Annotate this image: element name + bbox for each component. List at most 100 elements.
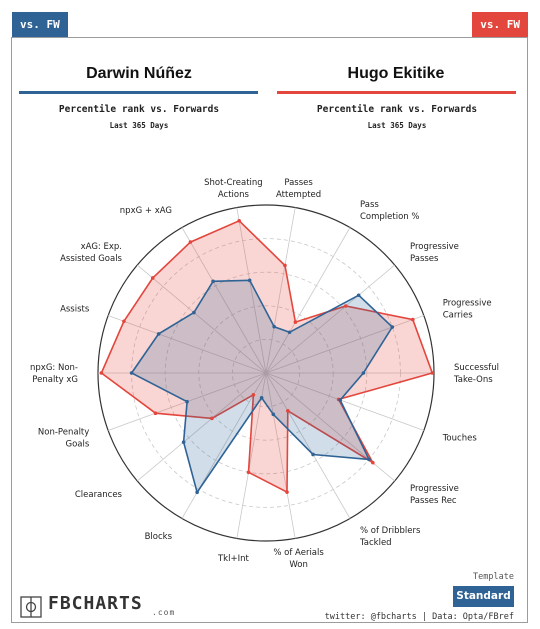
series-point-1-4 xyxy=(430,371,435,375)
radar-axis-labels: Passes Attempted Pass Completion % Progressi… xyxy=(30,178,499,570)
player-rule-right xyxy=(277,91,516,94)
axis-label-3: Progressive Carries xyxy=(443,299,492,321)
series-point-1-11 xyxy=(210,416,214,421)
series-point-0-2 xyxy=(356,293,361,298)
axis-label-13: npxG: Non- Penalty xG xyxy=(30,363,78,385)
series-point-1-7 xyxy=(286,409,290,413)
axis-label-line: Progressive xyxy=(443,299,492,309)
axis-label-line: xAG: Exp. xyxy=(81,242,122,252)
axis-label-9: Tkl+Int xyxy=(217,554,249,564)
spoke-9 xyxy=(236,372,267,539)
axis-label-15: xAG: Exp. Assisted Goals xyxy=(60,242,122,264)
series-point-0-17 xyxy=(247,278,252,283)
axis-label-line: Take-Ons xyxy=(453,375,493,385)
subtitle-right: Percentile rank vs. Forwards xyxy=(316,104,478,115)
axis-label-line: Goals xyxy=(66,439,90,449)
series-point-1-1 xyxy=(293,320,298,324)
axis-label-17: Shot-Creating Actions xyxy=(204,178,263,200)
subtitle-left: Percentile rank vs. Forwards xyxy=(58,104,220,115)
spoke-3 xyxy=(265,315,425,374)
axis-label-7: % of Dribblers Tackled xyxy=(359,526,421,548)
player-name-right: Hugo Ekitike xyxy=(347,65,445,82)
axis-label-line: Passes xyxy=(410,254,439,264)
series-point-1-12 xyxy=(153,411,158,416)
chart-card xyxy=(11,37,528,623)
template-button[interactable]: Standard xyxy=(453,586,514,607)
series-point-1-8 xyxy=(285,490,289,494)
axis-label-line: Carries xyxy=(443,311,474,321)
period-right: Last 365 Days xyxy=(367,121,427,130)
axis-label-line: Progressive xyxy=(410,242,459,252)
axis-label-11: Clearances xyxy=(75,490,123,500)
series-point-0-5 xyxy=(338,398,342,402)
series-point-1-2 xyxy=(343,304,348,308)
series-point-0-0 xyxy=(272,324,276,329)
axis-label-line: Non-Penalty xyxy=(38,427,89,437)
spoke-11 xyxy=(137,372,267,482)
series-point-0-7 xyxy=(311,452,315,457)
spoke-0 xyxy=(265,207,296,374)
axis-label-line: Shot-Creating xyxy=(204,178,263,188)
player-rule-left xyxy=(19,91,258,94)
axis-label-line: Assisted Goals xyxy=(60,254,122,264)
spoke-15 xyxy=(137,264,267,374)
spoke-16 xyxy=(181,227,267,374)
axis-label-6: Progressive Passes Rec xyxy=(410,484,459,506)
spoke-10 xyxy=(181,372,267,519)
axis-label-line: Blocks xyxy=(145,532,173,542)
spoke-14 xyxy=(107,315,267,374)
series-point-1-17 xyxy=(237,218,241,223)
series-point-0-6 xyxy=(367,457,371,462)
tag-left: vs. FW xyxy=(12,12,68,37)
axis-label-0: Passes Attempted xyxy=(276,178,321,200)
series-point-1-15 xyxy=(150,276,155,280)
series-point-0-12 xyxy=(185,399,189,404)
axis-label-line: Tkl+Int xyxy=(217,554,249,564)
axis-label-8: % of Aerials Won xyxy=(273,548,324,570)
spoke-8 xyxy=(265,372,296,539)
series-point-0-13 xyxy=(129,371,134,375)
fbcharts-logo-icon xyxy=(20,596,42,618)
logo-text: FBCHARTS xyxy=(48,593,143,614)
axis-label-line: Progressive xyxy=(410,484,459,494)
series-point-0-14 xyxy=(156,332,161,336)
series-point-0-3 xyxy=(390,325,395,329)
period-left: Last 365 Days xyxy=(109,121,169,130)
series-point-1-10 xyxy=(251,393,256,397)
series-point-0-9 xyxy=(259,396,264,400)
spoke-17 xyxy=(236,207,267,374)
logo-suffix: .com xyxy=(152,608,176,617)
axis-label-line: % of Aerials xyxy=(273,548,324,558)
series-point-1-6 xyxy=(371,460,375,465)
axis-label-line: Completion % xyxy=(360,212,419,222)
credits: twitter: @fbcharts | Data: Opta/FBref xyxy=(324,612,514,622)
axis-label-14: Assists xyxy=(60,305,90,315)
radar-series xyxy=(99,218,435,495)
series-point-1-14 xyxy=(122,319,126,324)
radar-grid xyxy=(97,204,435,542)
axis-label-line: Passes xyxy=(284,178,313,188)
spoke-1 xyxy=(265,227,351,374)
spoke-2 xyxy=(265,264,395,374)
axis-label-10: Blocks xyxy=(145,532,173,542)
axis-label-16: npxG + xAG xyxy=(120,206,172,216)
axis-label-4: Successful Take-Ons xyxy=(453,363,499,385)
series-point-0-8 xyxy=(271,412,276,417)
tag-right: vs. FW xyxy=(472,12,528,37)
series-point-0-4 xyxy=(361,371,366,375)
axis-label-line: Assists xyxy=(60,305,90,315)
player-name-left: Darwin Núñez xyxy=(86,65,192,82)
axis-label-line: npxG: Non- xyxy=(30,363,78,373)
axis-label-line: Penalty xG xyxy=(32,375,78,385)
series-point-0-11 xyxy=(181,440,186,444)
series-point-0-15 xyxy=(192,310,196,315)
axis-label-2: Progressive Passes xyxy=(410,242,459,264)
axis-label-12: Non-Penalty Goals xyxy=(38,427,90,449)
axis-label-line: Actions xyxy=(218,190,250,200)
axis-label-line: Won xyxy=(289,560,308,570)
axis-label-line: Pass xyxy=(360,200,379,210)
axis-label-line: npxG + xAG xyxy=(120,206,172,216)
template-label: Template xyxy=(473,572,514,582)
axis-label-1: Pass Completion % xyxy=(360,200,419,222)
